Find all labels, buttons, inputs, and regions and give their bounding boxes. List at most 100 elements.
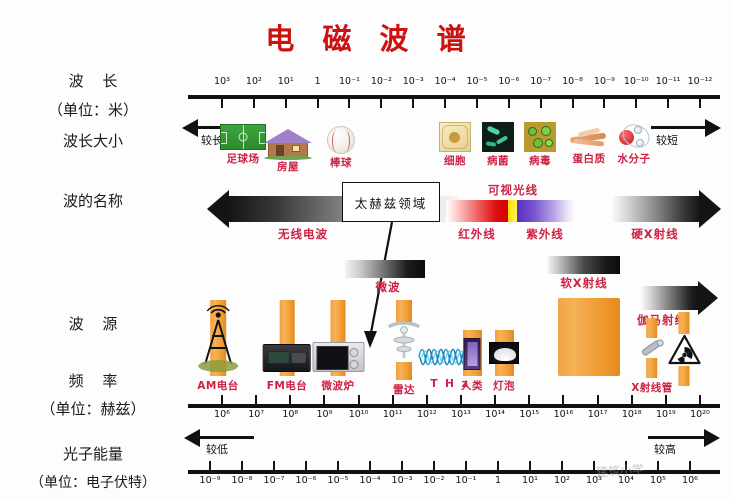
baseball-icon [327, 126, 355, 154]
axis-tick-label: 10¹³ [451, 409, 471, 420]
source-label: FM电台 [266, 380, 308, 392]
axis-tick [603, 99, 606, 108]
source-microwave-oven: 微波炉 [312, 300, 364, 393]
axis-tick [630, 395, 633, 404]
axis-tick-label: 10⁻³ [391, 475, 413, 486]
axis-tick-label: 10¹ [522, 475, 538, 486]
axis-tick-label: 1 [314, 76, 321, 87]
source-label: 灯泡 [493, 380, 515, 392]
source-label: 微波炉 [321, 380, 355, 392]
source-lightbulb: 灯泡 [489, 330, 519, 393]
terahertz-callout-label: 太赫兹领域 [354, 195, 428, 211]
axis-tick-label: 10⁻² [370, 76, 392, 87]
source-xray-tube: X射线管 [631, 318, 673, 395]
axis-tick [664, 395, 667, 404]
axis-tick [221, 99, 223, 108]
axis-tick [412, 99, 415, 108]
axis-tick-label: 10⁻⁷ [263, 475, 285, 486]
axis-tick [273, 461, 275, 470]
axis-tick-label: 10⁻¹² [687, 76, 713, 87]
axis-tick [571, 99, 574, 108]
axis-tick [433, 461, 435, 470]
size-item-virus: 病毒 [524, 122, 556, 168]
axis-tick [252, 99, 255, 108]
wavelength-longer-label: 较长 [201, 134, 223, 147]
wavelength-axis-line [188, 95, 720, 99]
virus-icon [524, 122, 556, 152]
size-item-label: 足球场 [226, 153, 260, 165]
size-item-soccer-field: 足球场 [220, 124, 266, 166]
axis-tick [460, 395, 462, 404]
microwave-oven-icon [312, 342, 364, 372]
axis-tick-label: 10⁻⁶ [295, 475, 317, 486]
axis-tick-label: 10⁶ [214, 409, 230, 420]
axis-tick [539, 99, 542, 108]
label-frequency-unit: （单位：赫兹） [40, 400, 146, 418]
axis-tick [337, 461, 339, 470]
axis-tick-label: 10⁹ [316, 409, 333, 420]
source-label: X射线管 [631, 382, 673, 394]
axis-tick-label: 10⁷ [248, 409, 265, 420]
lightbulb-icon [489, 342, 519, 364]
axis-tick-label: 10⁻⁹ [593, 76, 615, 87]
label-wavelength: 波 长 [68, 72, 125, 90]
house-icon [264, 128, 312, 160]
axis-tick [289, 395, 292, 404]
source-radiation-sign [667, 312, 701, 386]
label-wavelength-size: 波长大小 [62, 132, 123, 150]
axis-tick [699, 395, 701, 404]
axis-tick [316, 99, 319, 108]
axis-tick-label: 10⁵ [650, 475, 666, 486]
ultraviolet-label: 紫外线 [526, 227, 564, 241]
label-photon-energy-unit: （单位：电子伏特） [30, 475, 156, 491]
radio-wave-label: 无线电波 [278, 227, 328, 241]
source-radar: 雷达 [388, 300, 420, 397]
soft-xray-band [548, 256, 620, 274]
axis-tick-label: 10³ [214, 76, 230, 87]
hard-xray-band [612, 190, 721, 228]
gamma-ray-arrow-head [698, 281, 718, 315]
axis-tick [561, 461, 563, 470]
axis-tick [667, 99, 670, 108]
axis-tick-label: 10¹⁹ [655, 409, 676, 420]
size-item-bacteria: 病菌 [482, 122, 514, 168]
source-label: 人类 [461, 380, 483, 392]
label-frequency: 频 率 [68, 372, 125, 390]
size-item-label: 水分子 [617, 153, 651, 165]
soccer-field-icon [220, 124, 266, 150]
wavelength-shorter-arrow-shaft [651, 126, 707, 129]
frequency-lower-arrow-shaft [200, 436, 254, 439]
axis-tick-label: 10⁻¹ [338, 76, 360, 87]
frequency-lower-arrow-head [184, 429, 200, 447]
axis-tick [305, 461, 307, 470]
axis-tick [444, 99, 447, 108]
energy-higher-arrow-shaft [648, 436, 706, 439]
axis-tick [284, 99, 287, 108]
axis-tick-label: 10⁻⁸ [231, 475, 253, 486]
visible-light-band [508, 200, 517, 222]
cell-icon [439, 122, 471, 152]
terahertz-pointer-line [364, 221, 394, 348]
axis-tick [241, 461, 243, 470]
source-label: 雷达 [393, 384, 415, 396]
bacteria-icon [482, 122, 514, 152]
axis-tick-label: 10⁻⁹ [199, 475, 221, 486]
axis-tick-label: 10¹⁰ [348, 409, 369, 420]
size-item-label: 病菌 [487, 155, 509, 167]
axis-tick-label: 10⁶ [682, 475, 698, 486]
axis-tick [255, 395, 258, 404]
radio-wave-arrow-head [207, 190, 229, 228]
axis-tick [635, 99, 638, 108]
soft-xray-label: 软X射线 [560, 276, 608, 290]
source-xray-continuum [558, 298, 620, 376]
water-molecule-icon [614, 120, 654, 152]
axis-tick-label: 10⁻¹⁰ [623, 76, 649, 87]
axis-tick-label: 10⁻¹¹ [655, 76, 681, 87]
axis-tick-label: 10⁻⁷ [530, 76, 552, 87]
axis-tick-label: 10⁻⁸ [562, 76, 583, 87]
hard-xray-arrow-head [699, 190, 721, 228]
axis-tick [380, 99, 383, 108]
axis-tick-label: 10³ [586, 475, 602, 486]
axis-tick [221, 395, 223, 404]
